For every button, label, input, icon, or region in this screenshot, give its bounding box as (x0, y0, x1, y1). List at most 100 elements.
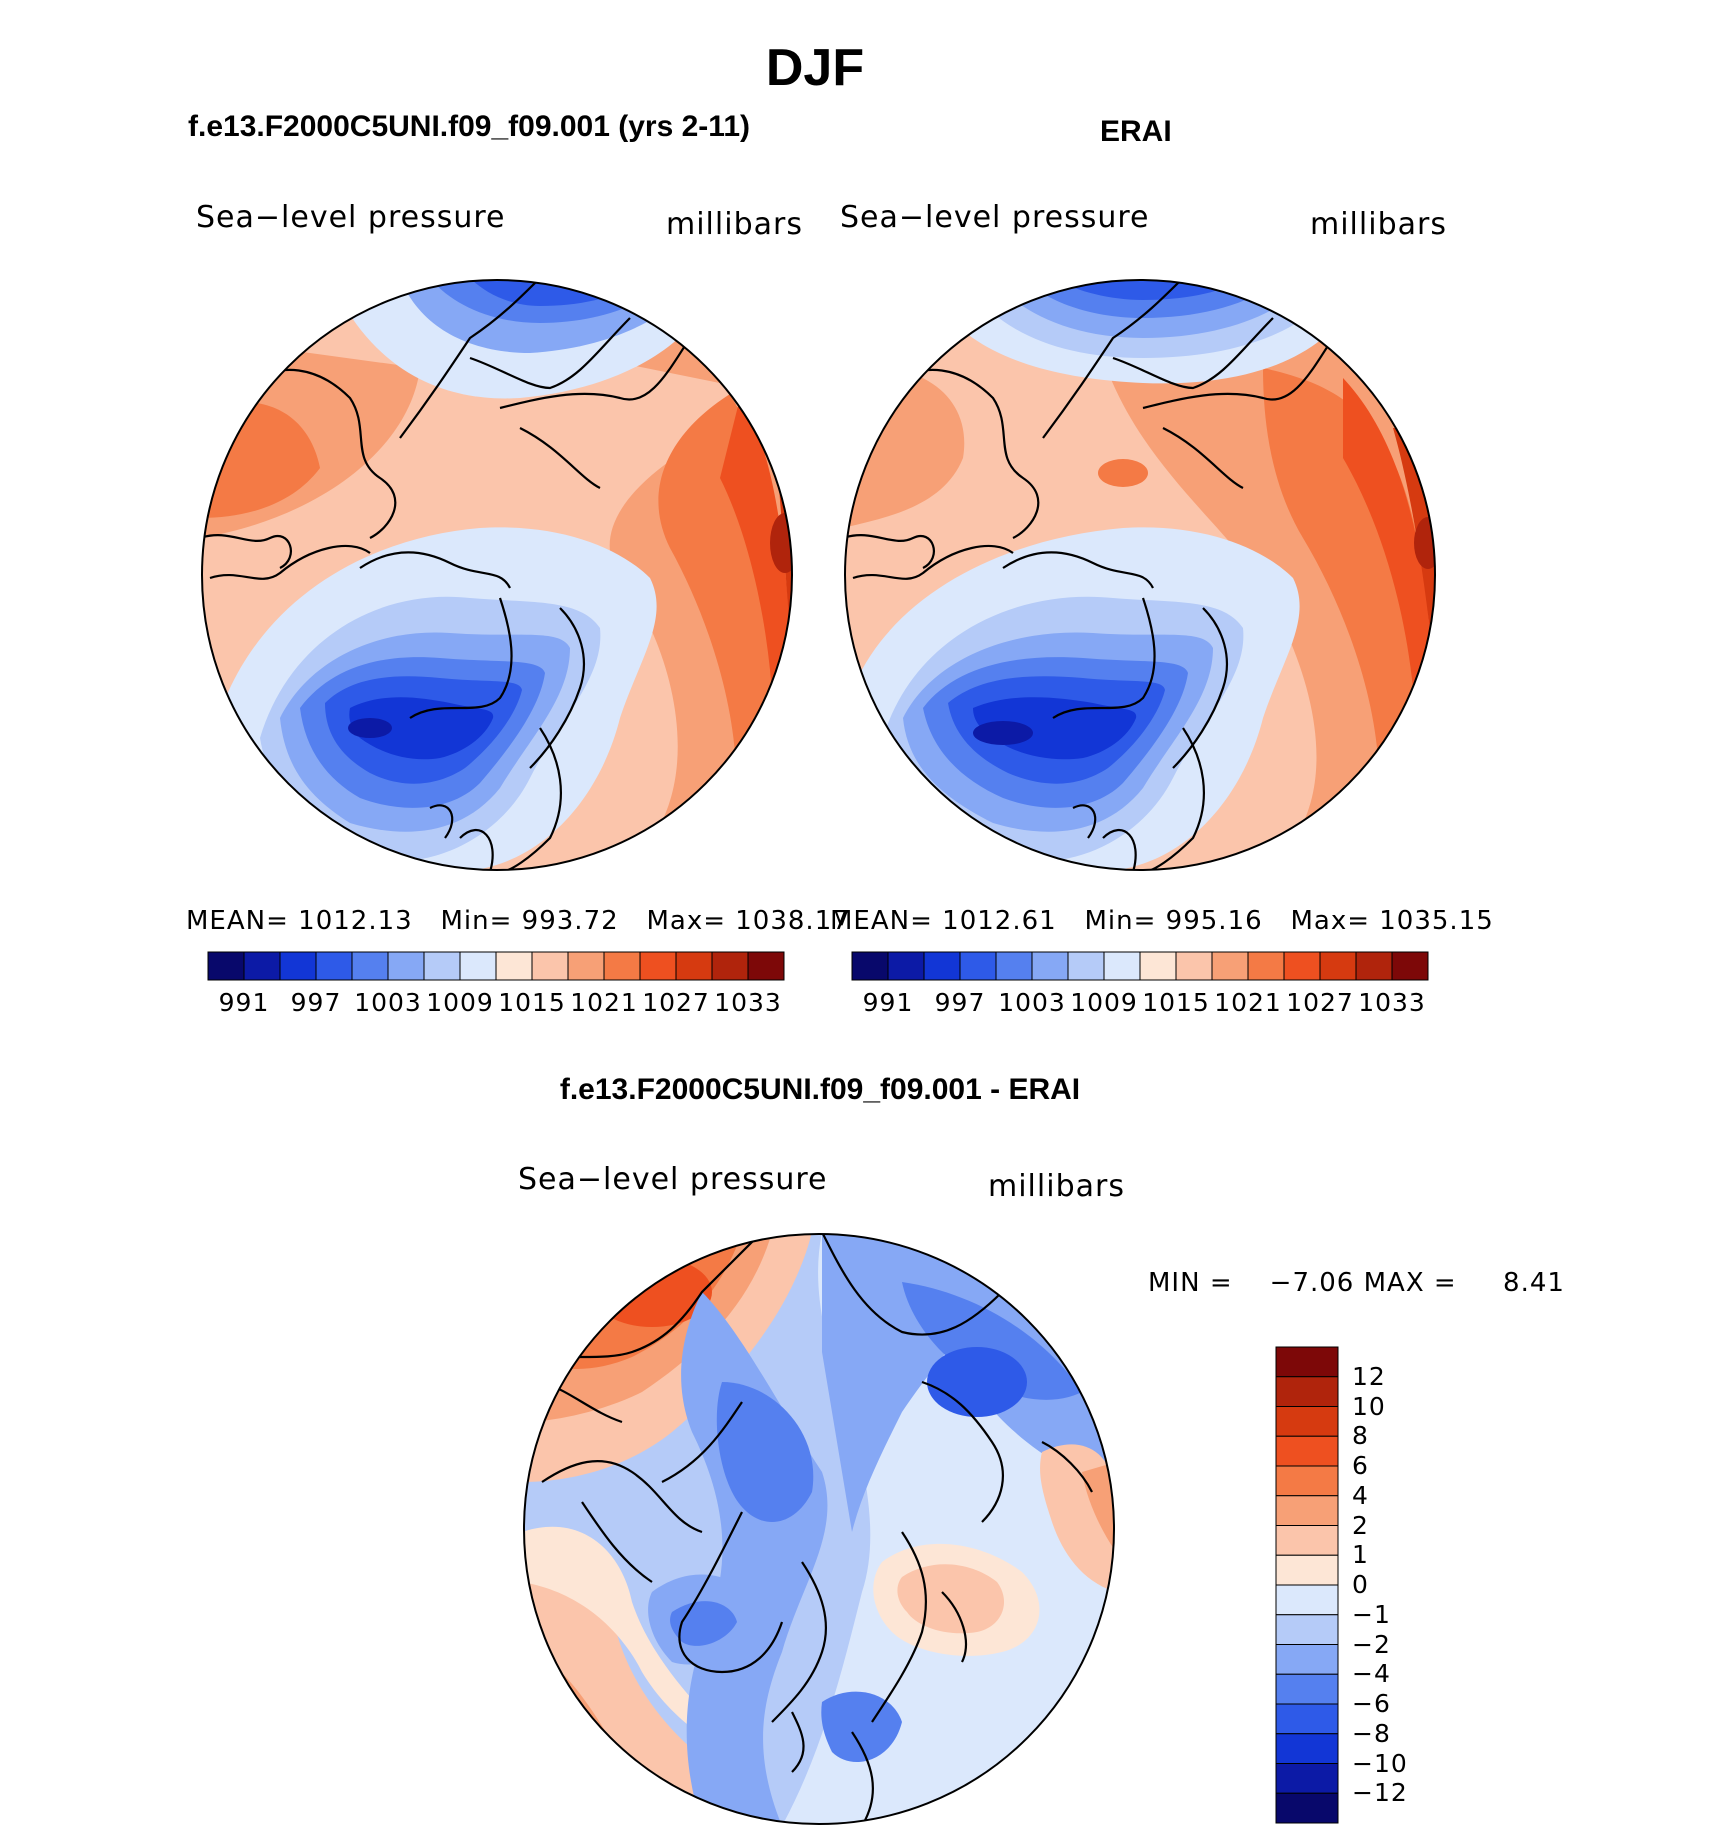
left-colorbar-tick-label: 1009 (426, 988, 494, 1017)
left-case-title: f.e13.F2000C5UNI.f09_f09.001 (yrs 2-11) (188, 110, 751, 143)
diff-colorbar-tick-label: 8 (1352, 1421, 1369, 1451)
left-variable-label: Sea−level pressure (196, 200, 506, 235)
diff-max-label: MAX = (1363, 1268, 1457, 1298)
left-colorbar-tick-label: 1003 (354, 988, 422, 1017)
left-min-label: Min= (440, 906, 513, 936)
right-colorbar-swatch (1319, 951, 1357, 981)
right-min-label: Min= (1084, 906, 1157, 936)
diff-colorbar (1275, 1346, 1339, 1824)
diff-colorbar-swatch (1275, 1495, 1339, 1526)
right-colorbar-swatch (995, 951, 1033, 981)
left-colorbar-swatch (387, 951, 425, 981)
diff-colorbar-tick-label: −1 (1352, 1599, 1391, 1629)
right-colorbar-tick-label: 1027 (1286, 988, 1354, 1017)
right-colorbar-tick-label: 991 (862, 988, 914, 1017)
diff-colorbar-swatch (1275, 1703, 1339, 1735)
right-max-value: 1035.15 (1379, 906, 1494, 936)
right-colorbar-swatch (923, 951, 961, 981)
left-colorbar-swatch (279, 951, 317, 981)
left-colorbar-tick-label: 1027 (642, 988, 710, 1017)
left-colorbar-swatch (351, 951, 389, 981)
diff-colorbar-tick-label: −10 (1352, 1748, 1408, 1778)
right-max-label: Max= (1290, 906, 1370, 936)
right-colorbar-swatch (851, 951, 889, 981)
right-colorbar-tick-label: 997 (934, 988, 986, 1017)
left-colorbar-tick-label: 1033 (714, 988, 782, 1017)
left-max-label: Max= (646, 906, 726, 936)
left-colorbar-swatch (531, 951, 569, 981)
left-colorbar-tick-label: 997 (290, 988, 342, 1017)
right-colorbar-tick-label: 1033 (1358, 988, 1426, 1017)
right-units-label: millibars (1310, 207, 1447, 242)
right-stats: MEAN= 1012.61 Min= 995.16 Max= 1035.15 (830, 906, 1494, 936)
right-colorbar-swatch (887, 951, 925, 981)
diff-units-label: millibars (988, 1169, 1125, 1204)
diff-colorbar-swatch (1275, 1525, 1339, 1556)
left-stats: MEAN= 1012.13 Min= 993.72 Max= 1038.17 (186, 906, 850, 936)
right-colorbar-swatch (1211, 951, 1249, 981)
left-colorbar-swatch (711, 951, 749, 981)
right-colorbar-tick-label: 1009 (1070, 988, 1138, 1017)
diff-min-value: −7.06 (1269, 1268, 1355, 1298)
right-colorbar-tick-label: 1003 (998, 988, 1066, 1017)
right-polar-map (844, 279, 1436, 871)
right-colorbar-swatch (1391, 951, 1429, 981)
diff-polar-map (523, 1233, 1115, 1825)
left-mean-label: MEAN= (186, 906, 289, 936)
diff-colorbar-swatch (1275, 1763, 1339, 1794)
diff-max-value: 8.41 (1503, 1268, 1565, 1298)
left-colorbar-tick-label: 1015 (498, 988, 566, 1017)
figure-title: DJF (765, 39, 865, 97)
diff-colorbar-tick-label: −2 (1352, 1629, 1391, 1659)
left-mean-value: 1012.13 (298, 906, 413, 936)
left-colorbar (207, 951, 785, 981)
diff-colorbar-tick-label: −12 (1352, 1778, 1408, 1808)
diff-stats: MIN = −7.06 MAX = 8.41 (1148, 1268, 1565, 1298)
diff-colorbar-tick-label: 6 (1352, 1451, 1369, 1480)
right-colorbar-tick-label: 1015 (1142, 988, 1210, 1017)
left-colorbar-swatch (567, 951, 605, 981)
diff-min-label: MIN = (1148, 1268, 1233, 1298)
left-colorbar-swatch (675, 951, 713, 981)
left-max-value: 1038.17 (735, 906, 850, 936)
left-colorbar-swatch (495, 951, 533, 981)
right-mean-label: MEAN= (830, 906, 933, 936)
diff-colorbar-swatch (1275, 1554, 1339, 1586)
diff-colorbar-swatch (1275, 1465, 1339, 1497)
diff-colorbar-swatch (1275, 1584, 1339, 1616)
diff-colorbar-tick-label: 1 (1352, 1540, 1369, 1570)
diff-colorbar-tick-label: −6 (1352, 1689, 1391, 1718)
left-colorbar-tick-label: 991 (218, 988, 270, 1017)
diff-colorbar-tick-label: −8 (1352, 1718, 1391, 1748)
right-mean-value: 1012.61 (942, 906, 1057, 936)
right-colorbar-tick-label: 1021 (1214, 988, 1282, 1017)
right-colorbar-swatch (1139, 951, 1177, 981)
diff-colorbar-tick-label: 4 (1352, 1480, 1369, 1510)
left-colorbar-swatch (243, 951, 281, 981)
diff-colorbar-tick-label: 10 (1352, 1391, 1386, 1421)
right-colorbar-swatch (1031, 951, 1069, 981)
diff-colorbar-swatch (1275, 1406, 1339, 1437)
diff-colorbar-swatch (1275, 1644, 1339, 1675)
left-colorbar-swatch (459, 951, 497, 981)
left-colorbar-swatch (315, 951, 353, 981)
right-case-title: ERAI (1100, 115, 1172, 148)
right-min-value: 995.16 (1165, 906, 1263, 936)
right-colorbar-swatch (1355, 951, 1393, 981)
diff-variable-label: Sea−level pressure (518, 1162, 828, 1197)
left-colorbar-swatch (747, 951, 785, 981)
right-colorbar-swatch (1283, 951, 1321, 981)
diff-colorbar-swatch (1275, 1346, 1339, 1378)
left-colorbar-swatch (639, 951, 677, 981)
left-colorbar-swatch (423, 951, 461, 981)
diff-colorbar-tick-label: −4 (1352, 1659, 1391, 1689)
right-colorbar-swatch (1103, 951, 1141, 981)
left-colorbar-swatch (207, 951, 245, 981)
right-colorbar-swatch (1067, 951, 1105, 981)
right-variable-label: Sea−level pressure (840, 200, 1150, 235)
right-colorbar-swatch (1175, 951, 1213, 981)
diff-colorbar-swatch (1275, 1376, 1339, 1407)
right-colorbar-swatch (1247, 951, 1285, 981)
diff-colorbar-swatch (1275, 1673, 1339, 1705)
